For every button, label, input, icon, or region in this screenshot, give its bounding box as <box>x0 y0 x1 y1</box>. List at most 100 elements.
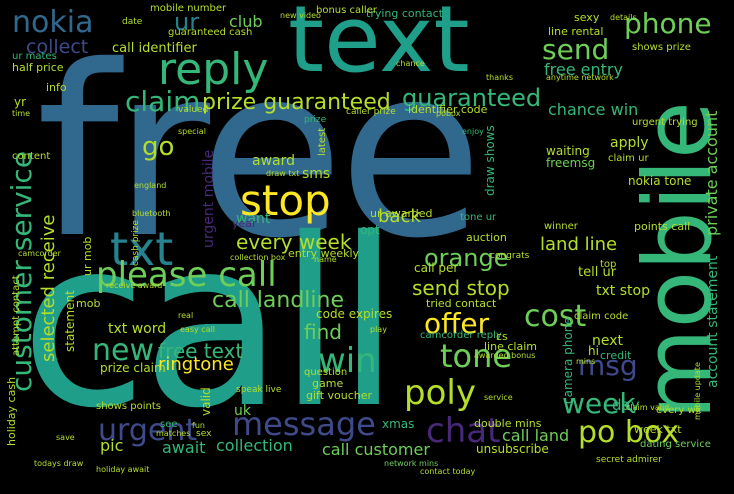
word-enjoy: enjoy <box>462 127 484 136</box>
word-call-per: call per <box>414 261 459 275</box>
word-secret-admirer: secret admirer <box>596 455 662 465</box>
word-prize-claim: prize claim <box>100 361 166 375</box>
word-yr: yr <box>14 95 27 109</box>
word-urgent: urgent <box>98 413 198 448</box>
word-free: free <box>36 15 483 290</box>
word-year: year <box>232 217 257 230</box>
word-camera-phone: camera phone <box>561 317 575 404</box>
word-service: service <box>484 393 513 402</box>
word-tone-ur: tone ur <box>460 212 497 223</box>
word-info: info <box>46 81 67 94</box>
word-po-box: po box <box>578 415 680 450</box>
word-txt: txt <box>110 222 174 276</box>
word-account-statement: account statement <box>705 255 721 388</box>
word-line-rental: line rental <box>548 25 604 38</box>
word-england: england <box>134 181 167 190</box>
word-uk: uk <box>234 403 251 419</box>
word-call: call <box>20 189 401 459</box>
word-pobox: pobox <box>436 109 461 118</box>
word-offer: offer <box>424 307 490 340</box>
word-ur-awarded: ur awarded <box>370 207 433 220</box>
word-valid: valid <box>199 387 213 416</box>
word-text: text <box>288 0 470 93</box>
word-fun: fun <box>192 421 205 430</box>
word-save: save <box>56 433 75 442</box>
word-mobile-number: mobile number <box>150 3 227 14</box>
word-cost: cost <box>524 299 587 334</box>
word-urgent-mobile: urgent mobile <box>201 149 217 248</box>
word-see: see <box>160 419 178 430</box>
word-land-line: land line <box>540 234 618 255</box>
word-mob: mob <box>76 297 101 310</box>
word-free-entry: free entry <box>544 60 623 79</box>
word-prize: prize <box>304 115 327 125</box>
word-chance-win: chance win <box>548 100 639 119</box>
word-collection: collection <box>216 436 293 455</box>
word-send: send <box>542 33 610 66</box>
word-free-text: free text <box>158 339 244 363</box>
word-sms: sms <box>302 166 331 182</box>
word-pic: pic <box>100 436 124 455</box>
word-chance: chance <box>396 59 425 68</box>
word-urgent-trying: urgent trying <box>632 117 698 128</box>
word-opt: opt <box>360 223 380 237</box>
word-contact-today: contact today <box>420 467 476 476</box>
word-please-call: please call <box>96 255 277 295</box>
word-new-video: new video <box>280 11 321 20</box>
word-half-price: half price <box>12 61 64 74</box>
word-awarded-bonus: awarded bonus <box>474 351 536 360</box>
word-anytime-network: anytime network <box>546 73 614 82</box>
word-freemsg: freemsg <box>546 156 596 170</box>
word-reply: reply <box>158 44 269 95</box>
word-game: game <box>312 377 344 390</box>
word-attempt-contact: attempt contact <box>11 275 22 356</box>
word-draw-shows: draw shows <box>483 125 497 196</box>
word-sex: sex <box>196 429 212 439</box>
word-network-mins: network mins <box>384 459 439 468</box>
word-club: club <box>229 12 263 31</box>
word-claim-code: claim code <box>574 311 629 322</box>
word-apply: apply <box>610 135 649 151</box>
word-find: find <box>304 320 342 344</box>
word-special: special <box>178 127 206 136</box>
word-nokia-tone: nokia tone <box>628 174 692 188</box>
word-holiday-cash: holiday cash <box>5 376 18 446</box>
word-hi: hi <box>588 344 599 358</box>
word-name: name <box>314 255 337 264</box>
word-call-identifier: call identifier <box>112 41 197 56</box>
word-credit: credit <box>600 349 632 362</box>
word-call-customer: call customer <box>322 440 430 459</box>
word-shows-points: shows points <box>96 401 161 412</box>
word-cs: cs <box>496 330 508 343</box>
word-valued: valued <box>178 105 209 115</box>
word-phone: phone <box>624 7 712 40</box>
word-todays-draw: todays draw <box>34 459 84 468</box>
word-trying-contact: trying contact <box>366 7 444 20</box>
word-back: back <box>378 206 421 227</box>
word-guaranteed-cash: guaranteed cash <box>168 27 253 38</box>
word-week: week <box>562 387 636 420</box>
word-dating-service: dating service <box>640 439 711 450</box>
word-sexy: sexy <box>574 11 600 24</box>
word-waiting: waiting <box>546 144 590 158</box>
word-play: play <box>370 325 387 334</box>
word-tell-ur: tell ur <box>578 265 617 280</box>
word-matches: matches <box>156 429 191 438</box>
word-want: want <box>236 211 271 227</box>
word-message: message <box>232 405 376 443</box>
word-ringtone: ringtone <box>158 354 234 375</box>
word-double-mins: double mins <box>474 417 542 430</box>
word-nokia: nokia <box>12 5 94 40</box>
word-chat: chat <box>426 411 501 451</box>
word-receive-award: receive award <box>106 281 163 290</box>
word-camcorder-reply: camcorder reply <box>420 330 502 341</box>
word-tone: tone <box>440 337 513 375</box>
word-speak-live: speak live <box>236 385 282 395</box>
word-mins: mins <box>576 357 596 366</box>
word-details: details <box>610 13 637 22</box>
word-collection-box: collection box <box>230 253 286 262</box>
word-ur-mob: ur mob <box>81 236 94 276</box>
word-msg: msg <box>578 349 638 382</box>
word-bluetooth: bluetooth <box>132 209 171 218</box>
